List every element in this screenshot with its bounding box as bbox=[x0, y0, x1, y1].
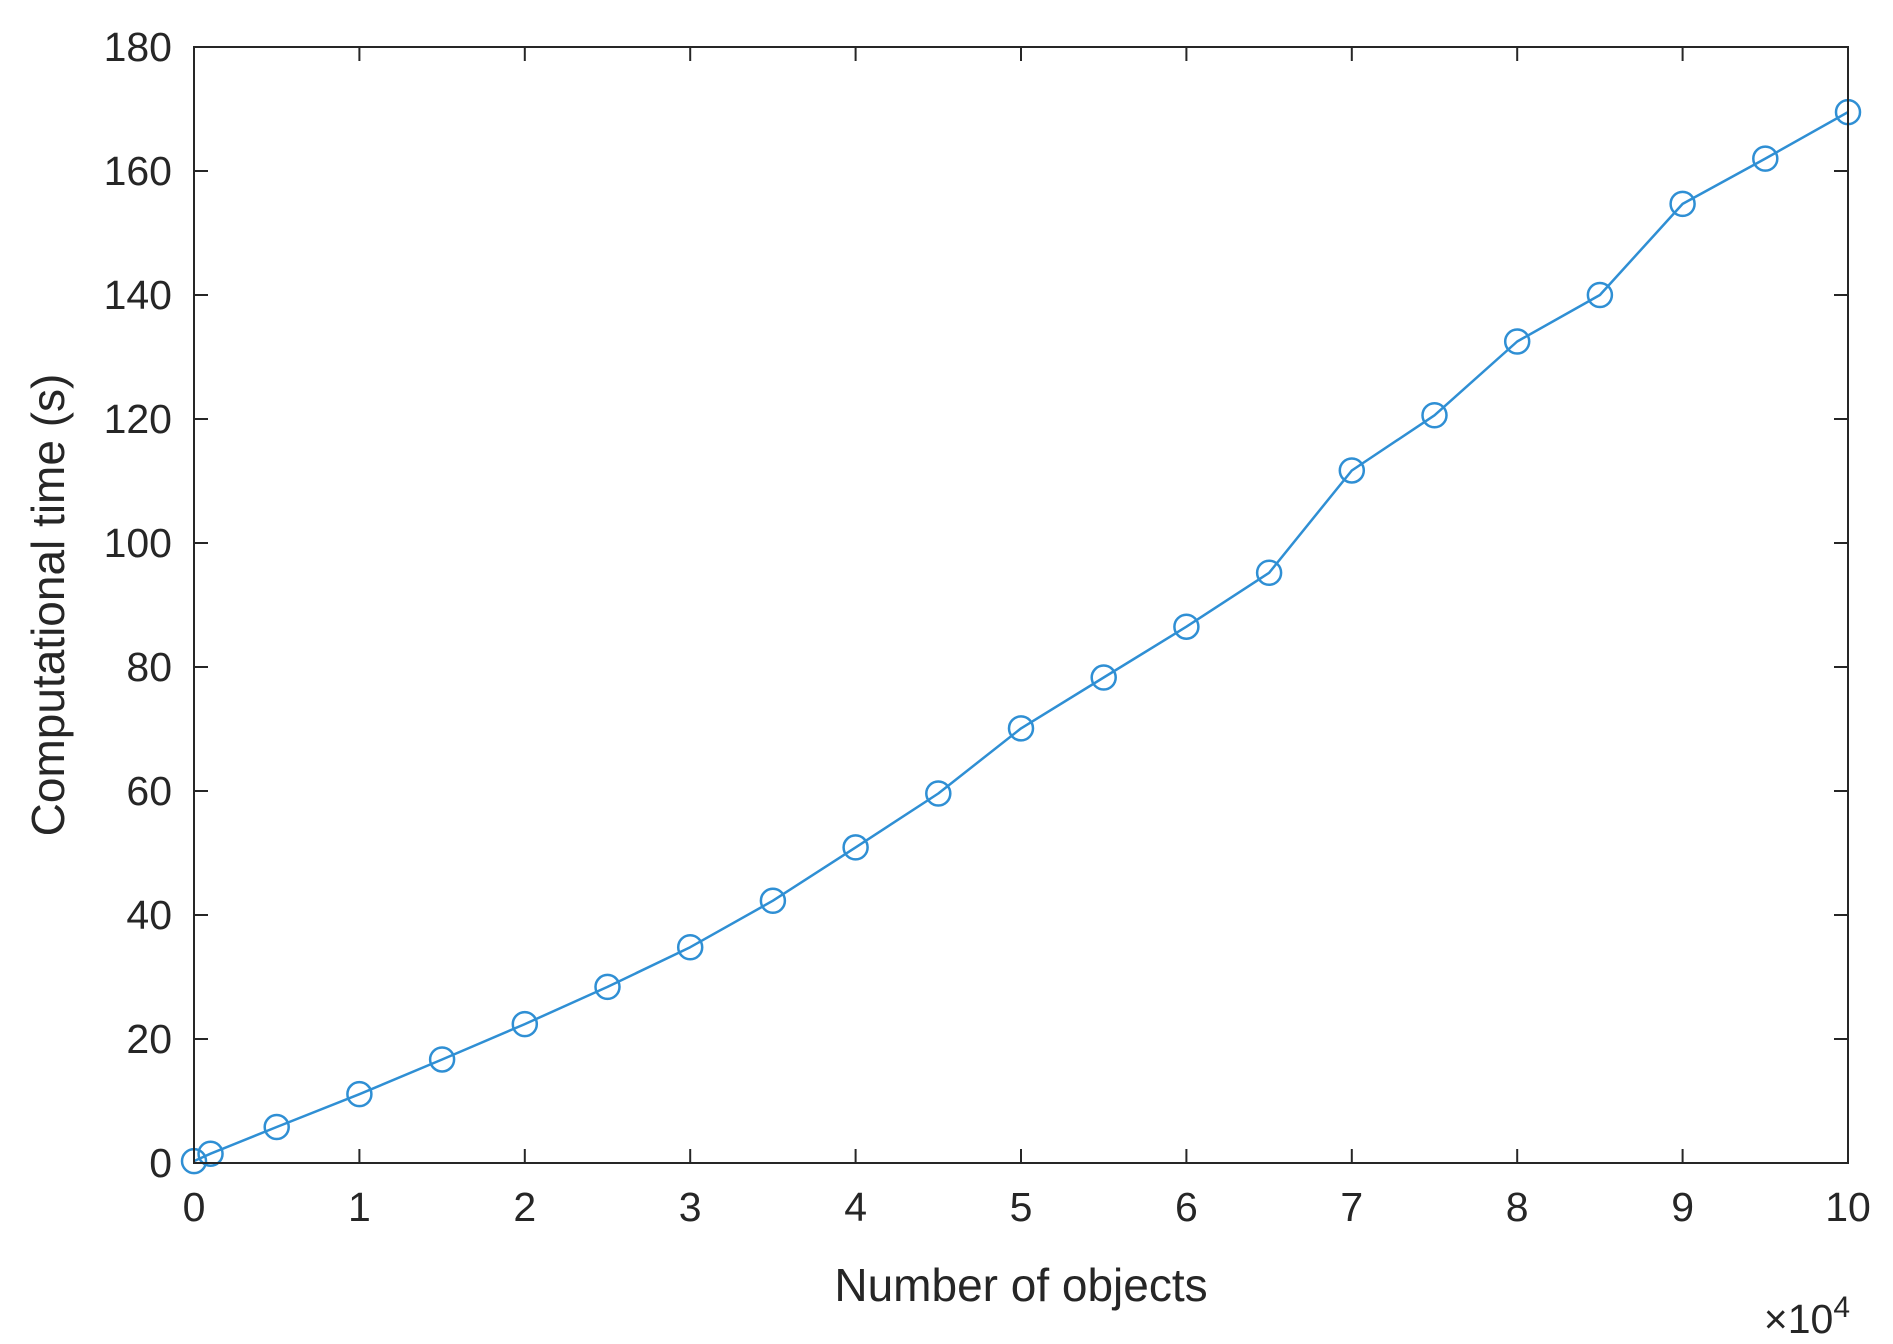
x-axis-exponent-power: 4 bbox=[1833, 1291, 1850, 1324]
x-tick-label: 7 bbox=[1340, 1184, 1363, 1230]
data-point-marker bbox=[759, 887, 787, 914]
plot-area-border bbox=[193, 46, 1849, 1164]
x-tick-label: 2 bbox=[513, 1184, 536, 1230]
data-point-marker bbox=[925, 780, 952, 807]
data-point-marker bbox=[594, 973, 621, 1001]
series-line bbox=[193, 111, 1849, 1163]
data-point-marker bbox=[428, 1046, 456, 1073]
data-point-marker bbox=[1007, 715, 1035, 742]
data-point-marker bbox=[1752, 145, 1779, 172]
data-point-marker bbox=[1669, 190, 1696, 218]
data-series bbox=[180, 98, 1862, 1175]
data-point-marker bbox=[1173, 613, 1200, 640]
x-tick-labels: 0 1 2 3 4 5 6 7 8 9 10 bbox=[183, 1184, 1871, 1230]
data-point-marker bbox=[1090, 664, 1117, 691]
y-tick-label: 180 bbox=[104, 24, 172, 70]
data-point-marker bbox=[1586, 281, 1614, 309]
data-point-marker bbox=[346, 1080, 373, 1108]
x-tick-label: 10 bbox=[1825, 1184, 1871, 1230]
x-axis-exponent-base: 10 bbox=[1788, 1296, 1834, 1342]
y-axis-label: Computational time (s) bbox=[22, 374, 74, 837]
data-point-marker bbox=[1338, 457, 1366, 484]
data-point-marker bbox=[1421, 402, 1448, 429]
x-tick-label: 4 bbox=[844, 1184, 867, 1230]
y-tick-label: 140 bbox=[104, 272, 172, 318]
y-tick-labels: 0 20 40 60 80 100 120 140 160 180 bbox=[104, 24, 172, 1186]
x-tick-label: 5 bbox=[1010, 1184, 1033, 1230]
x-tick-label: 6 bbox=[1175, 1184, 1198, 1230]
y-tick-label: 0 bbox=[149, 1140, 172, 1186]
y-tick-label: 100 bbox=[104, 520, 172, 566]
x-tick-label: 0 bbox=[183, 1184, 206, 1230]
y-tick-label: 20 bbox=[126, 1016, 172, 1062]
x-tick-label: 1 bbox=[348, 1184, 371, 1230]
x-tick-label: 9 bbox=[1671, 1184, 1694, 1230]
data-point-marker bbox=[511, 1010, 539, 1038]
y-tick-label: 60 bbox=[126, 768, 172, 814]
data-point-marker bbox=[263, 1113, 290, 1141]
data-point-marker bbox=[197, 1140, 224, 1167]
data-point-marker bbox=[842, 834, 869, 861]
x-axis-label: Number of objects bbox=[834, 1259, 1207, 1311]
y-tick-label: 40 bbox=[126, 892, 172, 938]
x-tick-label: 3 bbox=[679, 1184, 702, 1230]
data-point-marker bbox=[676, 933, 704, 961]
data-point-marker bbox=[1255, 559, 1283, 587]
y-tick-label: 120 bbox=[104, 396, 172, 442]
y-tick-label: 160 bbox=[104, 148, 172, 194]
x-axis-exponent: ×104 bbox=[1764, 1291, 1850, 1342]
y-tick-label: 80 bbox=[126, 644, 172, 690]
data-point-marker bbox=[1503, 328, 1531, 355]
x-axis-exponent-times: × bbox=[1764, 1296, 1788, 1342]
x-tick-label: 8 bbox=[1506, 1184, 1529, 1230]
